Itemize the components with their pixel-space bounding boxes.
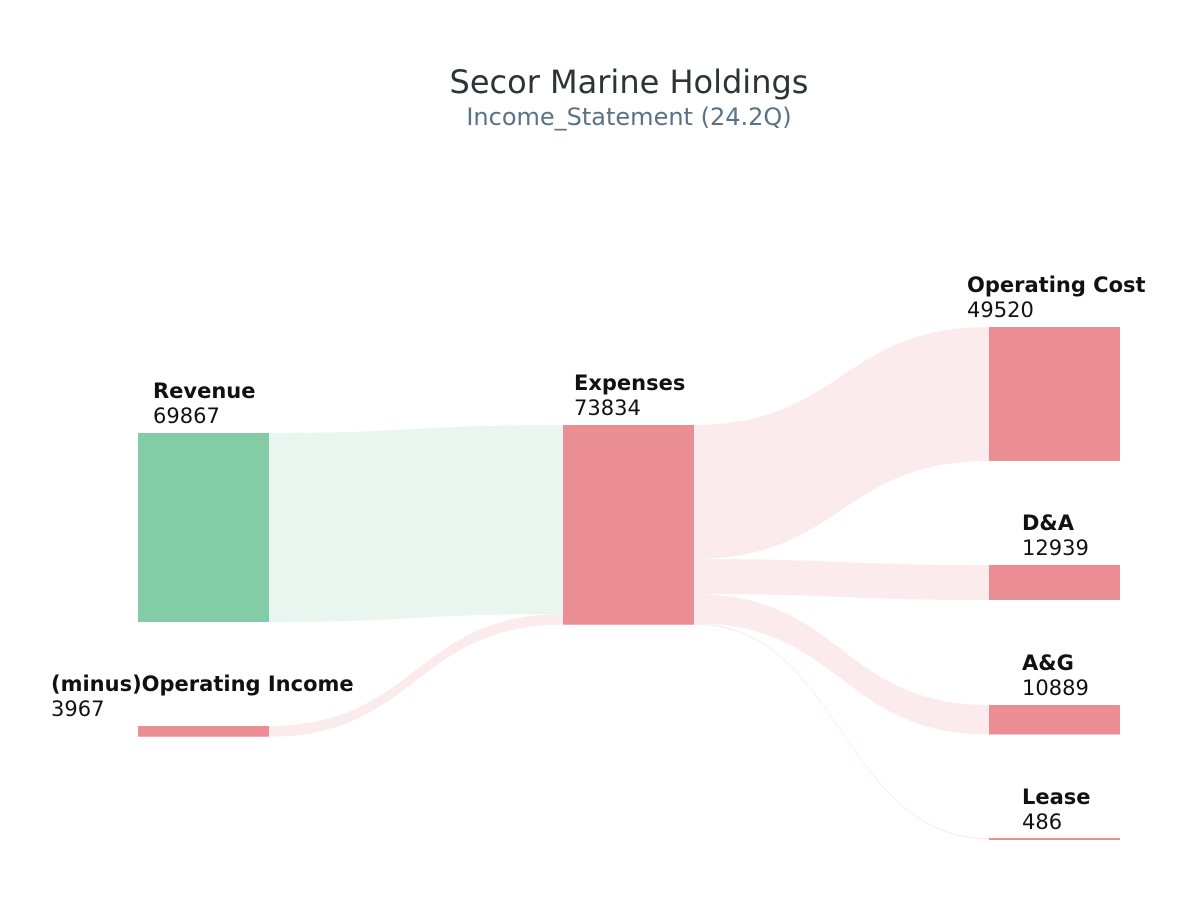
chart-title: Secor Marine Holdings <box>449 63 809 101</box>
sankey-links <box>269 327 989 840</box>
node-label-revenue: Revenue <box>153 379 256 403</box>
chart-title-block: Secor Marine Holdings Income_Statement (… <box>0 62 1200 132</box>
link-expenses-to-op_cost <box>694 327 989 559</box>
node-label-expenses: Expenses <box>574 371 685 395</box>
node-bar-revenue <box>138 433 269 622</box>
node-value-da: 12939 <box>1022 536 1089 560</box>
node-label-ag: A&G <box>1022 651 1074 675</box>
link-op_income-to-expenses <box>269 614 563 737</box>
node-bar-ag <box>989 705 1120 735</box>
node-bar-da <box>989 565 1120 601</box>
node-value-op_cost: 49520 <box>967 298 1034 322</box>
node-bar-op_cost <box>989 327 1120 461</box>
node-label-lease: Lease <box>1022 785 1091 809</box>
node-value-lease: 486 <box>1022 810 1062 834</box>
node-label-op_cost: Operating Cost <box>967 273 1146 297</box>
sankey-nodes <box>138 327 1120 840</box>
link-expenses-to-da <box>694 558 989 601</box>
link-expenses-to-lease <box>694 623 989 840</box>
node-label-da: D&A <box>1022 511 1075 535</box>
node-bar-lease <box>989 838 1120 840</box>
node-value-op_income: 3967 <box>51 697 104 721</box>
node-value-expenses: 73834 <box>574 396 641 420</box>
node-value-ag: 10889 <box>1022 676 1089 700</box>
node-bar-expenses <box>563 425 694 625</box>
node-value-revenue: 69867 <box>153 404 220 428</box>
node-label-op_income: (minus)Operating Income <box>51 672 354 696</box>
link-expenses-to-ag <box>694 593 989 735</box>
chart-subtitle: Income_Statement (24.2Q) <box>466 103 792 131</box>
node-bar-op_income <box>138 726 269 737</box>
link-revenue-to-expenses <box>269 425 563 622</box>
